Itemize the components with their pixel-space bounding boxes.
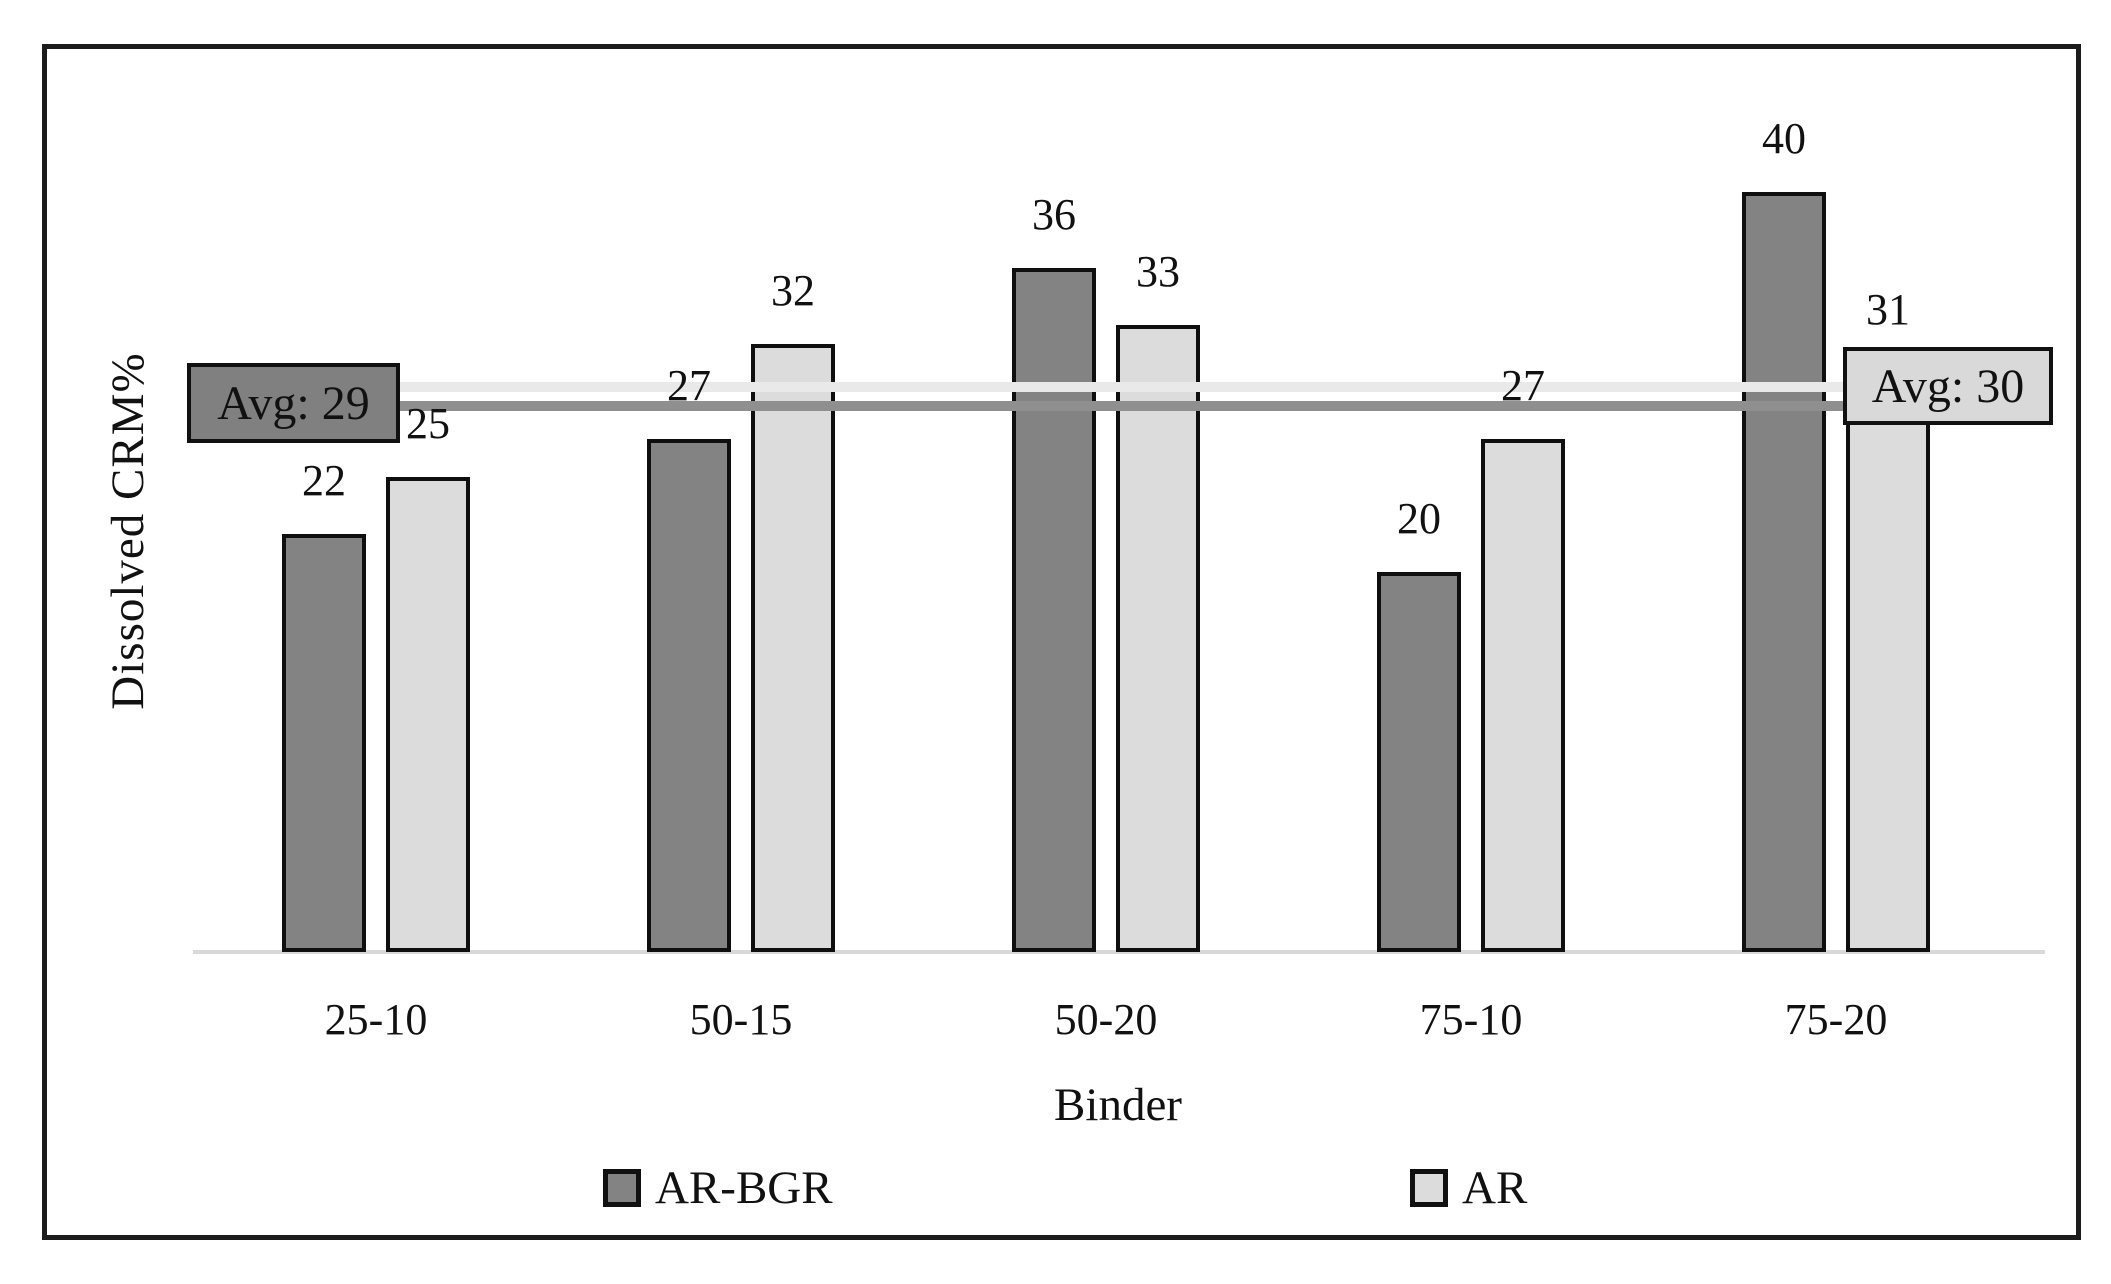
- bar-value-label-ar-bgr-75-10: 20: [1397, 494, 1441, 543]
- bar-value-label-ar-50-20: 33: [1136, 247, 1180, 296]
- bar-ar-bgr-50-15: [647, 439, 731, 952]
- legend: AR-BGR AR: [0, 1160, 2111, 1220]
- avg-box-ar-bgr-text: Avg: 29: [217, 376, 370, 430]
- x-axis-line: [193, 950, 2045, 954]
- bar-ar-bgr-50-20: [1012, 268, 1096, 952]
- bar-value-label-ar-bgr-50-20: 36: [1032, 190, 1076, 239]
- bar-ar-50-20: [1116, 325, 1200, 952]
- bar-ar-bgr-75-20: [1742, 192, 1826, 952]
- x-tick-50-20: 50-20: [1054, 995, 1158, 1044]
- bar-ar-75-20: [1846, 363, 1930, 952]
- bar-value-label-ar-75-20: 31: [1866, 285, 1910, 334]
- avg-line-ar: [193, 382, 2050, 392]
- bar-ar-50-15: [751, 344, 835, 952]
- bar-ar-75-10: [1481, 439, 1565, 952]
- legend-swatch-ar-bgr: [603, 1169, 641, 1207]
- legend-label-ar: AR: [1462, 1162, 1528, 1214]
- legend-swatch-ar: [1410, 1169, 1448, 1207]
- bar-value-label-ar-50-15: 32: [771, 266, 815, 315]
- legend-item-ar-bgr: AR-BGR: [603, 1160, 833, 1216]
- bar-ar-bgr-25-10: [282, 534, 366, 952]
- x-tick-50-15: 50-15: [689, 995, 793, 1044]
- legend-label-ar-bgr: AR-BGR: [655, 1162, 833, 1214]
- avg-box-ar-bgr: Avg: 29: [187, 363, 400, 443]
- x-tick-75-20: 75-20: [1784, 995, 1888, 1044]
- bar-value-label-ar-bgr-75-20: 40: [1762, 114, 1806, 163]
- bar-ar-25-10: [386, 477, 470, 952]
- bar-value-label-ar-75-10: 27: [1501, 361, 1545, 410]
- y-axis-label: Dissolved CRM%: [102, 352, 154, 710]
- avg-box-ar-text: Avg: 30: [1871, 359, 2025, 413]
- bar-ar-bgr-75-10: [1377, 572, 1461, 952]
- legend-item-ar: AR: [1410, 1160, 1527, 1216]
- x-axis-title: Binder: [1054, 1079, 1182, 1131]
- x-tick-75-10: 75-10: [1419, 995, 1523, 1044]
- avg-box-ar: Avg: 30: [1843, 347, 2053, 425]
- bar-value-label-ar-25-10: 25: [406, 399, 450, 448]
- avg-line-ar-bgr: [193, 401, 2050, 411]
- bar-value-label-ar-bgr-50-15: 27: [667, 361, 711, 410]
- figure-frame: [42, 44, 2081, 1240]
- bar-value-label-ar-bgr-25-10: 22: [302, 456, 346, 505]
- x-tick-25-10: 25-10: [324, 995, 428, 1044]
